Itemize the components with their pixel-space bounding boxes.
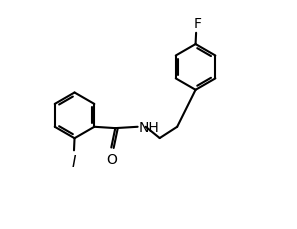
Text: NH: NH — [138, 120, 159, 134]
Text: O: O — [106, 153, 117, 167]
Text: F: F — [193, 16, 201, 30]
Text: I: I — [72, 154, 76, 169]
